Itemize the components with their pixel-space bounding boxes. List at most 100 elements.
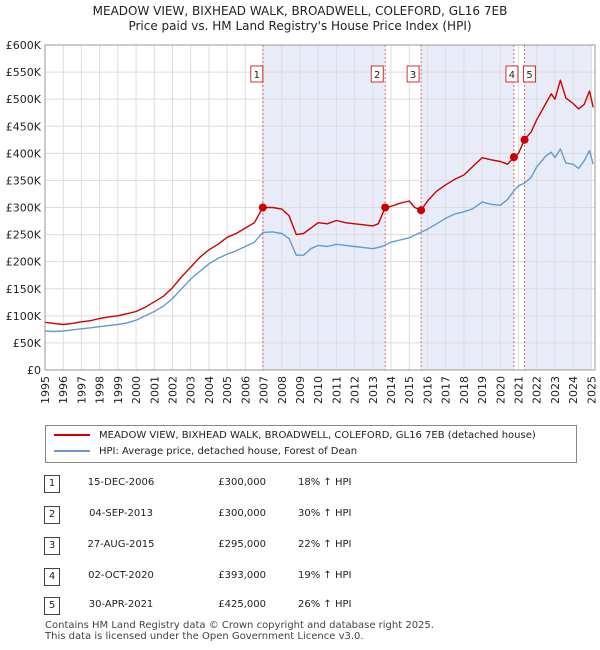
sale-row: 4 02-OCT-2020 £393,000 19% ↑ HPI [0, 568, 600, 588]
chart-legend: MEADOW VIEW, BIXHEAD WALK, BROADWELL, CO… [45, 425, 577, 463]
sale-number-label: 1 [250, 65, 264, 83]
x-tick-label: 2020 [494, 376, 507, 404]
property-series-line [44, 79, 594, 326]
sale-number-text: 5 [526, 70, 532, 81]
x-tick-label: 2010 [312, 376, 325, 404]
sale-number-box [505, 65, 519, 83]
sale-price: £300,000 [218, 477, 266, 488]
sale-point [258, 203, 267, 212]
sale-price: £393,000 [218, 570, 266, 581]
sale-price: £300,000 [218, 508, 266, 519]
x-tick-label: 1998 [94, 376, 107, 404]
sale-price: £295,000 [218, 539, 266, 550]
sale-date: 27-AUG-2015 [87, 539, 155, 550]
sale-point [381, 203, 390, 212]
price-chart: £0 £50K £100K £150K £200K £250K £300K £350K £400… [6, 39, 599, 404]
x-tick-label: 2022 [531, 376, 544, 404]
x-tick-label: 1995 [39, 376, 52, 404]
x-tick-label: 2004 [203, 376, 216, 404]
sale-number-box [250, 65, 264, 83]
sale-hpi-diff: 30% ↑ HPI [298, 508, 352, 519]
sale-hpi-diff: 18% ↑ HPI [298, 477, 352, 488]
sale-number-label: 5 [523, 65, 536, 83]
footer-copyright: Contains HM Land Registry data © Crown c… [45, 620, 434, 631]
sale-date: 04-SEP-2013 [89, 508, 153, 519]
y-tick-label: £400K [6, 147, 42, 160]
x-tick-label: 1996 [57, 376, 70, 404]
y-tick-label: £150K [6, 283, 42, 296]
x-tick-label: 2015 [403, 376, 416, 404]
legend-entry-hpi: HPI: Average price, detached house, Fore… [54, 444, 357, 460]
x-tick-label: 2018 [458, 376, 471, 404]
legend-swatch-property [54, 434, 90, 436]
sale-row: 3 27-AUG-2015 £295,000 22% ↑ HPI [0, 537, 600, 557]
sale-number-box [406, 65, 420, 83]
sale-number-text: 4 [509, 70, 515, 81]
sale-point [509, 153, 518, 162]
sale-number-badge: 1 [44, 475, 60, 493]
footer-licence: This data is licensed under the Open Gov… [45, 631, 364, 642]
x-tick-label: 2017 [440, 376, 453, 404]
x-tick-label: 2023 [549, 376, 562, 404]
x-tick-label: 2001 [148, 376, 161, 404]
sale-number-badge: 2 [44, 506, 60, 524]
y-tick-label: £550K [6, 66, 42, 79]
hpi-series-line [44, 148, 594, 333]
legend-swatch-hpi [54, 450, 90, 452]
sale-date: 02-OCT-2020 [88, 570, 154, 581]
sale-number-label: 3 [406, 65, 420, 83]
sale-number-label: 2 [370, 65, 384, 83]
sale-number-box [370, 65, 384, 83]
sale-number-badge: 3 [44, 537, 60, 555]
x-tick-label: 2013 [367, 376, 380, 404]
x-tick-label: 2012 [349, 376, 362, 404]
x-tick-label: 1999 [112, 376, 125, 404]
sale-number-badge: 4 [44, 568, 60, 586]
x-tick-label: 2007 [258, 376, 271, 404]
x-tick-label: 2003 [185, 376, 198, 404]
x-tick-label: 2009 [294, 376, 307, 404]
x-tick-label: 2002 [166, 376, 179, 404]
y-tick-label: £200K [6, 256, 42, 269]
sale-point [520, 135, 529, 144]
sale-number-label: 4 [505, 65, 519, 83]
x-tick-label: 2021 [513, 376, 526, 404]
legend-label-hpi: HPI: Average price, detached house, Fore… [99, 446, 358, 457]
chart-title-subtitle: Price paid vs. HM Land Registry's House … [128, 19, 472, 33]
y-tick-label: £300K [6, 202, 42, 215]
y-tick-label: £450K [6, 120, 42, 133]
x-tick-label: 2011 [330, 376, 343, 404]
sale-point [417, 206, 426, 215]
x-tick-label: 1997 [75, 376, 88, 404]
sale-price: £425,000 [218, 599, 266, 610]
legend-label-property: MEADOW VIEW, BIXHEAD WALK, BROADWELL, CO… [99, 430, 536, 441]
plot-border [44, 44, 596, 371]
sale-number-text: 1 [254, 70, 260, 81]
y-tick-label: £500K [6, 93, 42, 106]
sale-row: 2 04-SEP-2013 £300,000 30% ↑ HPI [0, 506, 600, 526]
sale-hpi-diff: 26% ↑ HPI [298, 599, 352, 610]
y-tick-label: £350K [6, 174, 42, 187]
y-tick-label: £0 [27, 364, 41, 377]
x-tick-label: 2019 [476, 376, 489, 404]
x-tick-label: 2005 [221, 376, 234, 404]
sale-number-box [523, 65, 536, 83]
sale-number-text: 2 [374, 70, 380, 81]
legend-entry-property: MEADOW VIEW, BIXHEAD WALK, BROADWELL, CO… [54, 428, 536, 444]
sale-hpi-diff: 19% ↑ HPI [298, 570, 352, 581]
x-tick-label: 2006 [239, 376, 252, 404]
x-tick-label: 2016 [421, 376, 434, 404]
y-tick-label: £50K [13, 337, 42, 350]
sale-row: 1 15-DEC-2006 £300,000 18% ↑ HPI [0, 475, 600, 495]
sale-row: 5 30-APR-2021 £425,000 26% ↑ HPI [0, 597, 600, 617]
x-tick-label: 2008 [276, 376, 289, 404]
sale-number-text: 3 [410, 70, 416, 81]
x-tick-label: 2025 [585, 376, 598, 404]
x-tick-label: 2000 [130, 376, 143, 404]
sale-date: 15-DEC-2006 [87, 477, 155, 488]
y-tick-label: £600K [6, 39, 42, 52]
y-tick-label: £250K [6, 229, 42, 242]
x-tick-label: 2014 [385, 376, 398, 404]
y-tick-label: £100K [6, 310, 42, 323]
sale-date: 30-APR-2021 [88, 599, 154, 610]
